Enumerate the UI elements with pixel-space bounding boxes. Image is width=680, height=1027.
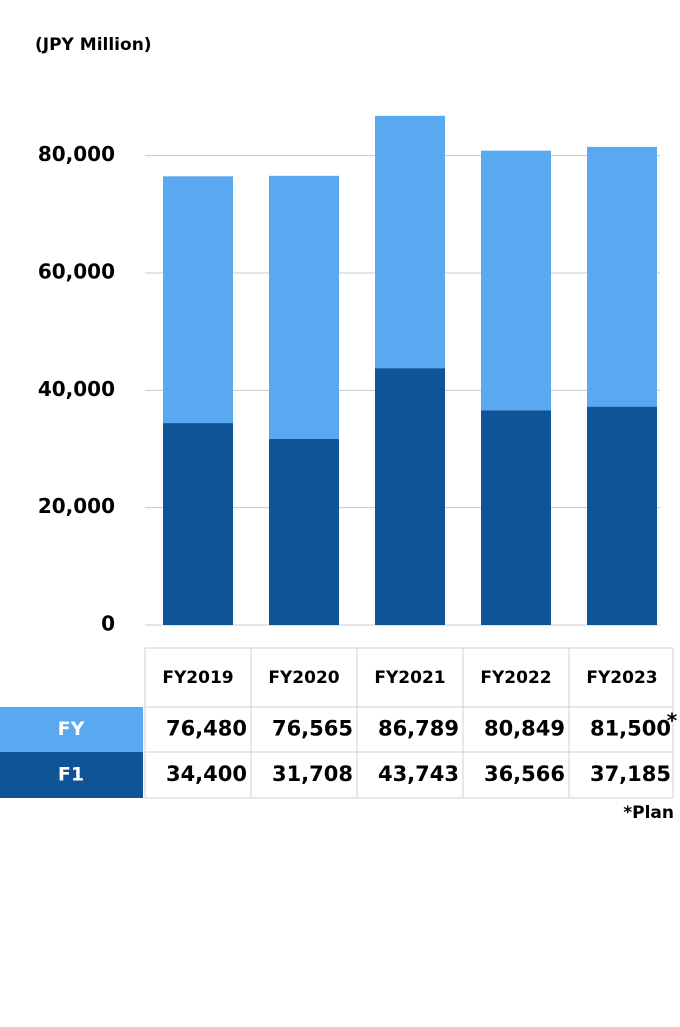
y-tick-label: 60,000 <box>38 260 115 284</box>
table-value: 34,400 <box>166 762 247 786</box>
table-value: 76,480 <box>166 717 247 741</box>
annotation: *Plan <box>623 803 674 823</box>
table-value: 43,743 <box>378 762 459 786</box>
bar <box>587 406 657 625</box>
y-tick-label: 0 <box>101 612 115 636</box>
y-tick-label: 20,000 <box>38 494 115 518</box>
plan-marker: * <box>667 709 678 733</box>
chart-title: (JPY Million) <box>35 35 152 55</box>
bar <box>269 438 339 625</box>
y-tick-label: 40,000 <box>38 377 115 401</box>
x-tick-label: FY2022 <box>480 668 551 688</box>
table-value: 36,566 <box>484 762 565 786</box>
table-value: 81,500 <box>590 717 671 741</box>
bar <box>375 368 445 625</box>
x-tick-label: FY2021 <box>374 668 445 688</box>
table-value: 76,565 <box>272 717 353 741</box>
legend-swatch <box>0 752 143 798</box>
legend-label: F1 <box>58 764 84 786</box>
x-tick-label: FY2019 <box>162 668 233 688</box>
bar <box>481 410 551 625</box>
legend-label: FY <box>58 718 85 740</box>
bar <box>163 423 233 625</box>
table-value: 31,708 <box>272 762 353 786</box>
table-value: 86,789 <box>378 717 459 741</box>
table-value: 37,185 <box>590 762 671 786</box>
table-value: 80,849 <box>484 717 565 741</box>
x-tick-label: FY2023 <box>586 668 657 688</box>
legend-swatch <box>0 707 143 752</box>
y-tick-label: 80,000 <box>38 142 115 166</box>
x-tick-label: FY2020 <box>268 668 339 688</box>
